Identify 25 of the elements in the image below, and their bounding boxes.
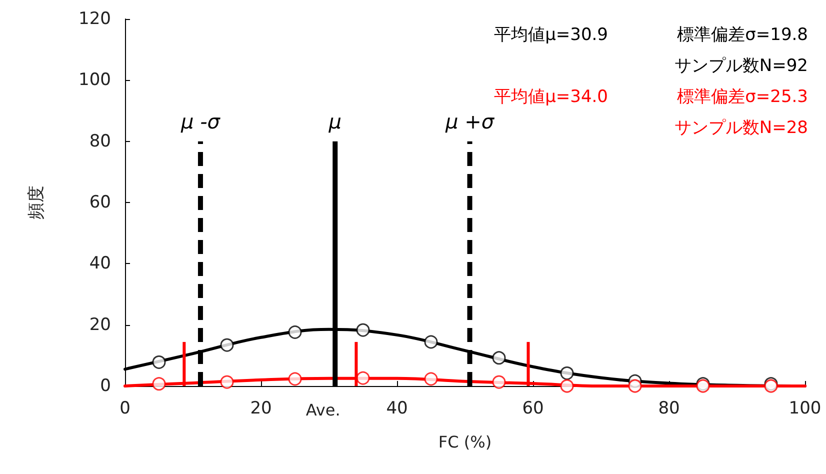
x-tick-label: 40	[386, 398, 408, 418]
x-tick-label: 80	[658, 398, 680, 418]
y-tick-label: 120	[78, 9, 111, 29]
x-axis-title: FC (%)	[438, 432, 492, 452]
y-tick-label: 80	[89, 131, 111, 152]
x-tick-label: 0	[120, 398, 130, 418]
annotation: サンプル数N=92	[674, 56, 808, 76]
y-tick-label: 0	[100, 376, 111, 396]
x-tick-label: 100	[788, 398, 822, 418]
annotation: Ave.	[306, 400, 340, 420]
annotation: 平均値μ=30.9	[494, 25, 608, 45]
annotation: サンプル数N=28	[674, 118, 808, 138]
ref-line-label: μ	[328, 109, 342, 134]
x-tick-label: 20	[250, 398, 272, 418]
ref-line-label: μ +σ	[444, 109, 496, 134]
annotation: 標準偏差σ=25.3	[677, 87, 808, 107]
ref-line-label: μ -σ	[180, 109, 222, 134]
y-tick-label: 60	[89, 192, 111, 212]
y-tick-label: 100	[78, 70, 111, 90]
y-tick-label: 40	[89, 254, 111, 274]
y-axis-title: 頻度	[26, 186, 46, 220]
annotation: 標準偏差σ=19.8	[677, 25, 808, 45]
x-tick-label: 60	[522, 398, 544, 418]
annotation: 平均値μ=34.0	[494, 87, 608, 107]
y-tick-label: 20	[89, 314, 111, 335]
